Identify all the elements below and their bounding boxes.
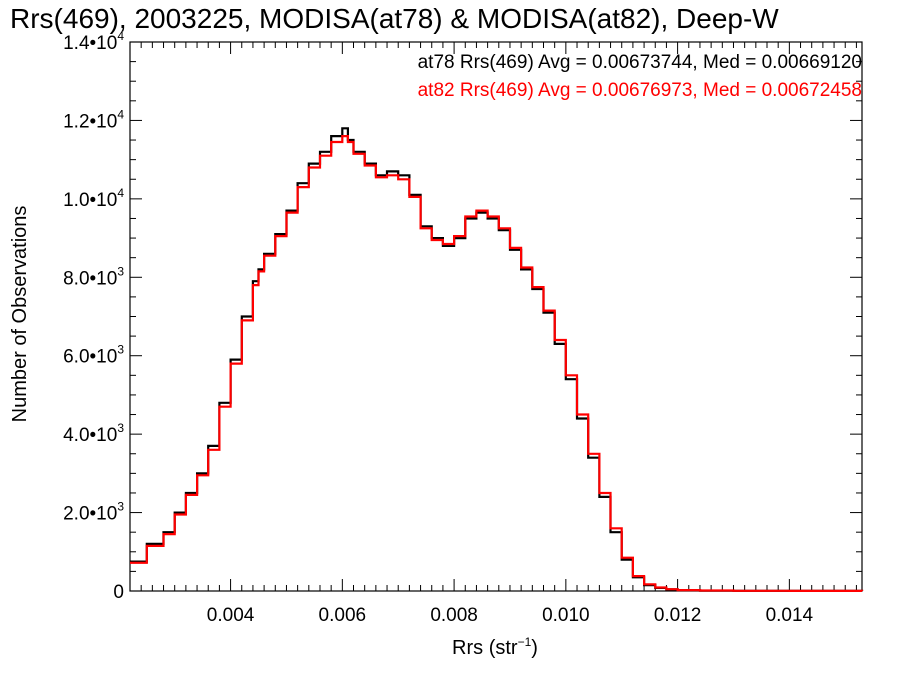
series-group — [130, 127, 864, 592]
y-tick-label: 4.0•103 — [63, 421, 124, 446]
y-tick-mantissa: 8.0•10 — [63, 268, 117, 289]
y-tick-mantissa: 1.0•10 — [63, 190, 117, 211]
y-tick-mantissa: 4.0•10 — [63, 425, 117, 446]
y-tick-label: 1.0•104 — [63, 186, 124, 211]
y-axis-label: Number of Observations — [9, 206, 31, 423]
y-tick-label: 8.0•103 — [63, 264, 124, 289]
x-tick-label: 0.014 — [766, 605, 814, 626]
x-tick-label: 0.004 — [207, 605, 255, 626]
y-tick-label: 1.4•104 — [63, 29, 124, 54]
y-tick-mantissa: 0 — [113, 582, 124, 603]
y-tick-mantissa: 6.0•10 — [63, 347, 117, 368]
x-tick-label: 0.010 — [542, 605, 590, 626]
y-tick-exponent: 4 — [117, 107, 124, 121]
y-tick-label: 6.0•103 — [63, 343, 124, 368]
x-axis-label: Rrs (str−1) — [452, 635, 538, 659]
x-tick-label: 0.006 — [319, 605, 367, 626]
y-tick-exponent: 3 — [117, 343, 124, 357]
plot-frame — [129, 41, 863, 592]
x-tick-labels: 0.004 0.006 0.008 0.010 0.012 0.014 — [207, 605, 814, 626]
y-tick-mantissa: 1.2•10 — [63, 111, 117, 132]
legend-entry-at78: at78 Rrs(469) Avg = 0.00673744, Med = 0.… — [418, 52, 862, 73]
axis-ticks — [130, 41, 862, 592]
y-tick-exponent: 3 — [117, 264, 124, 278]
y-tick-exponent: 4 — [117, 186, 124, 200]
y-tick-exponent: 3 — [117, 500, 124, 514]
series-line-at78 — [130, 127, 864, 592]
y-tick-label: 0 — [113, 582, 124, 603]
series-line-at82 — [130, 135, 864, 592]
y-tick-exponent: 4 — [117, 29, 124, 43]
y-tick-label: 2.0•103 — [63, 500, 124, 525]
y-tick-exponent: 3 — [117, 421, 124, 435]
y-tick-mantissa: 2.0•10 — [63, 504, 117, 525]
x-axis-label-main: Rrs (str — [452, 637, 518, 659]
x-axis-label-exponent: −1 — [518, 635, 532, 649]
y-tick-label: 1.2•104 — [63, 107, 124, 132]
y-tick-labels: 02.0•1034.0•1036.0•1038.0•1031.0•1041.2•… — [63, 29, 124, 603]
x-axis-label-close: ) — [531, 637, 538, 659]
x-tick-label: 0.008 — [430, 605, 478, 626]
y-tick-mantissa: 1.4•10 — [63, 33, 117, 54]
legend-entry-at82: at82 Rrs(469) Avg = 0.00676973, Med = 0.… — [418, 80, 862, 101]
chart-title: Rrs(469), 2003225, MODISA(at78) & MODISA… — [10, 3, 779, 34]
x-tick-label: 0.012 — [654, 605, 702, 626]
